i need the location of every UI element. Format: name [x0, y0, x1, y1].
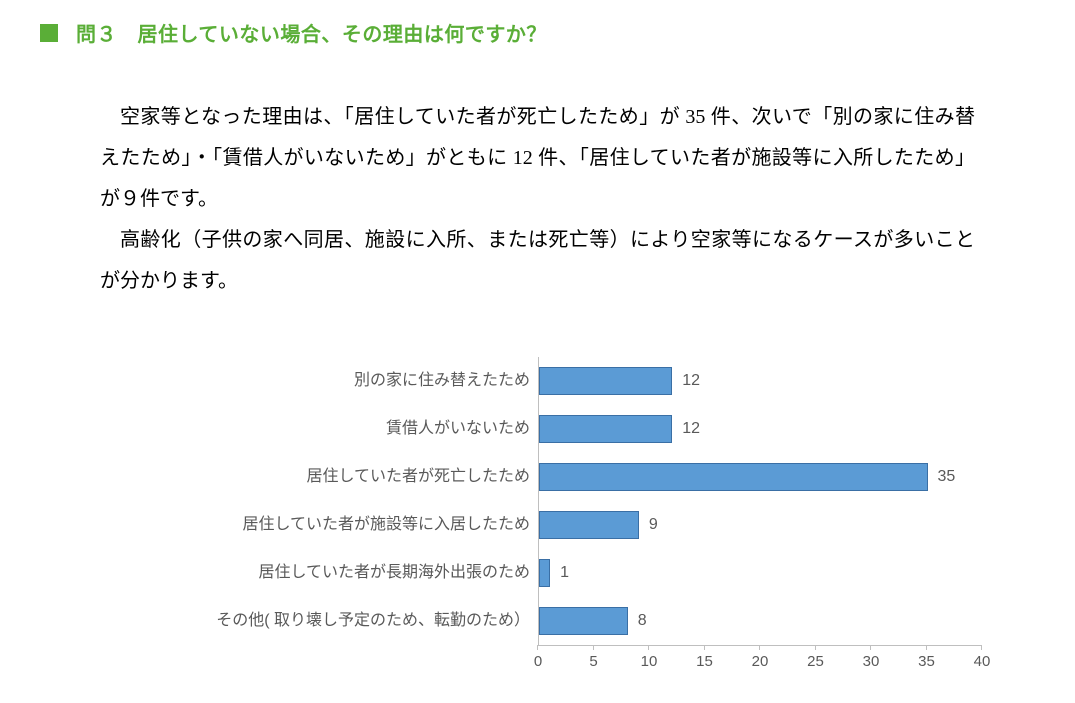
chart-row: 別の家に住み替えたため 12 — [150, 357, 990, 405]
plot-area: 12 — [538, 357, 982, 405]
question-number: 問３ — [76, 24, 117, 46]
axis-tick-label: 35 — [918, 653, 935, 670]
value-label: 12 — [672, 405, 700, 453]
axis-tick-label: 40 — [974, 653, 991, 670]
axis-tick-label: 5 — [589, 653, 597, 670]
axis-tick-label: 30 — [863, 653, 880, 670]
body-text: 空家等となった理由は、「居住していた者が死亡したため」が 35 件、次いで「別の… — [40, 97, 1035, 302]
axis-tick — [981, 645, 982, 650]
axis-plot: 0510152025303540 — [538, 645, 982, 673]
category-label: 賃借人がいないため — [150, 419, 538, 439]
paragraph-2: 高齢化（子供の家へ同居、施設に入所、または死亡等）により空家等になるケースが多い… — [100, 220, 975, 302]
axis-tick-label: 0 — [534, 653, 542, 670]
category-label: 居住していた者が長期海外出張のため — [150, 563, 538, 583]
axis-tick — [759, 645, 760, 650]
chart-row: 居住していた者が死亡したため 35 — [150, 453, 990, 501]
axis-tick — [648, 645, 649, 650]
plot-area: 35 — [538, 453, 982, 501]
bar — [539, 463, 928, 491]
axis-tick-label: 10 — [641, 653, 658, 670]
value-label: 8 — [628, 597, 647, 645]
axis-tick — [815, 645, 816, 650]
question-title: 居住していない場合、その理由は何ですか？ — [138, 24, 547, 46]
category-label: 別の家に住み替えたため — [150, 371, 538, 391]
chart-row: その他( 取り壊し予定のため、転勤のため） 8 — [150, 597, 990, 645]
chart-rows: 別の家に住み替えたため 12 賃借人がいないため 12 居住していた者が死亡したため 35… — [150, 357, 990, 645]
category-label: 居住していた者が施設等に入居したため — [150, 515, 538, 535]
category-label: その他( 取り壊し予定のため、転勤のため） — [150, 611, 538, 631]
plot-area: 12 — [538, 405, 982, 453]
axis-tick — [537, 645, 538, 650]
axis-tick — [704, 645, 705, 650]
x-axis: 0 5 10 15 20 25 30 35 40 — [150, 645, 990, 673]
chart-row: 居住していた者が長期海外出張のため 1 — [150, 549, 990, 597]
axis-tick — [593, 645, 594, 650]
axis-tick — [926, 645, 927, 650]
chart-row: 賃借人がいないため 12 — [150, 405, 990, 453]
bar — [539, 559, 550, 587]
axis-tick-label: 25 — [807, 653, 824, 670]
bar — [539, 367, 672, 395]
plot-area: 1 — [538, 549, 982, 597]
question-heading: 問３ 居住していない場合、その理由は何ですか？ — [40, 18, 1035, 47]
axis-spacer — [150, 645, 538, 673]
plot-area: 8 — [538, 597, 982, 645]
value-label: 9 — [639, 501, 658, 549]
axis-tick — [870, 645, 871, 650]
bar — [539, 607, 628, 635]
heading-text: 問３ 居住していない場合、その理由は何ですか？ — [76, 18, 547, 47]
reasons-bar-chart: 別の家に住み替えたため 12 賃借人がいないため 12 居住していた者が死亡したため 35… — [150, 357, 990, 673]
paragraph-1: 空家等となった理由は、「居住していた者が死亡したため」が 35 件、次いで「別の… — [100, 97, 975, 220]
value-label: 35 — [928, 453, 956, 501]
axis-tick-label: 15 — [696, 653, 713, 670]
value-label: 12 — [672, 357, 700, 405]
category-label: 居住していた者が死亡したため — [150, 467, 538, 487]
plot-area: 9 — [538, 501, 982, 549]
bar — [539, 415, 672, 443]
axis-tick-label: 20 — [752, 653, 769, 670]
heading-square-icon — [40, 24, 58, 42]
bar — [539, 511, 639, 539]
value-label: 1 — [550, 549, 569, 597]
chart-row: 居住していた者が施設等に入居したため 9 — [150, 501, 990, 549]
